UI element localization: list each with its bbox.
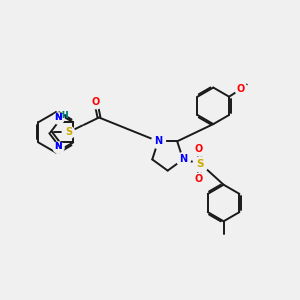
Text: O: O [92,97,100,107]
Text: N: N [54,142,62,151]
Text: N: N [54,142,62,151]
Text: N: N [54,113,62,122]
Text: O: O [237,84,245,94]
Text: N: N [154,136,162,146]
Text: H: H [61,111,67,120]
Text: S: S [197,159,204,169]
Text: O: O [195,173,203,184]
Text: S: S [65,127,72,137]
Text: H: H [61,111,67,120]
Text: N: N [54,113,62,122]
Text: O: O [195,144,203,154]
Text: N: N [179,154,187,164]
